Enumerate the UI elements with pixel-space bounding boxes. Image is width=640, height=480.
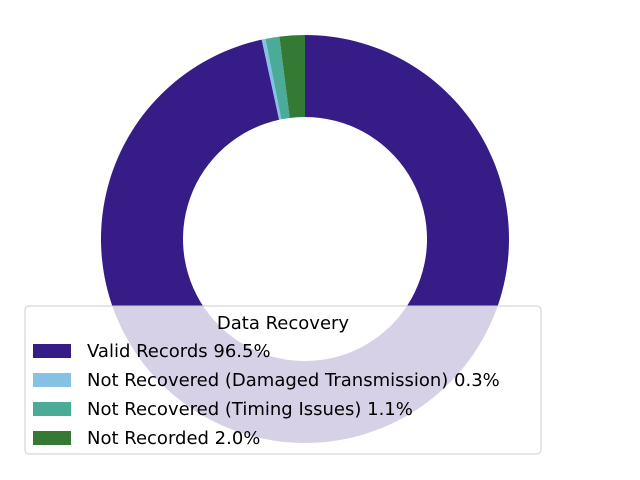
donut-slice-1: [261, 38, 282, 120]
legend-item-3: Not Recorded 2.0%: [33, 428, 260, 449]
legend-swatch-0: [33, 344, 71, 358]
legend-label-0: Valid Records 96.5%: [87, 341, 271, 362]
legend-swatch-1: [33, 373, 71, 387]
legend: Data Recovery Valid Records 96.5% Not Rec…: [24, 305, 542, 455]
donut-slice-3: [279, 35, 305, 118]
legend-title: Data Recovery: [217, 313, 350, 334]
legend-items: Valid Records 96.5% Not Recovered (Damage…: [33, 341, 500, 449]
legend-label-1: Not Recovered (Damaged Transmission) 0.3…: [87, 370, 500, 391]
legend-swatch-2: [33, 402, 71, 416]
legend-swatch-3: [33, 431, 71, 445]
legend-item-0: Valid Records 96.5%: [33, 341, 271, 362]
legend-label-2: Not Recovered (Timing Issues) 1.1%: [87, 399, 413, 420]
legend-item-2: Not Recovered (Timing Issues) 1.1%: [33, 399, 413, 420]
donut-slice-2: [265, 36, 290, 120]
legend-item-1: Not Recovered (Damaged Transmission) 0.3…: [33, 370, 500, 391]
legend-frame: [24, 305, 542, 455]
legend-label-3: Not Recorded 2.0%: [87, 428, 260, 449]
